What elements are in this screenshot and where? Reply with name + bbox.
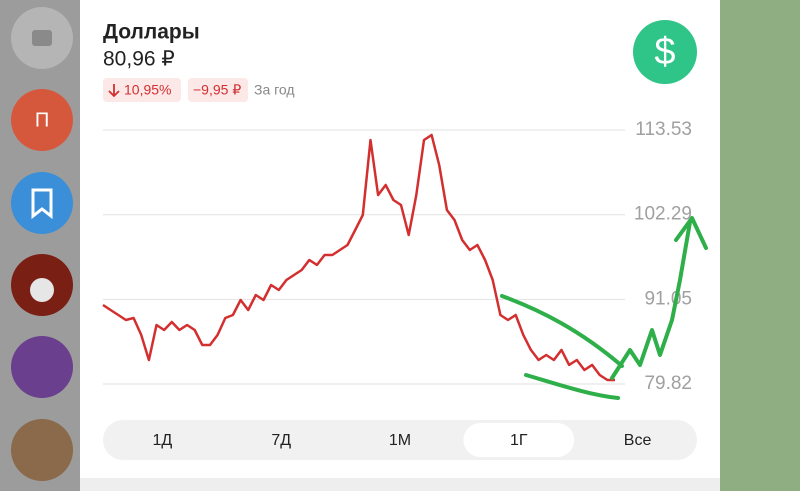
tab[interactable]: Все — [624, 432, 652, 449]
tab-selected[interactable] — [463, 423, 575, 457]
bookmark-icon — [31, 188, 53, 220]
annotation-line — [500, 294, 624, 368]
annotation-arrow — [610, 216, 708, 380]
chart: 79.82 91.05 102.29 113.53 — [102, 119, 692, 394]
archive-icon — [32, 30, 52, 46]
avatar-detail — [30, 278, 54, 302]
tab[interactable]: 1Д — [153, 432, 173, 449]
annotation-line — [524, 373, 620, 400]
change-amount-badge — [188, 78, 248, 102]
tab[interactable]: 1Г — [510, 432, 528, 449]
price-line — [102, 133, 615, 382]
period: За год — [254, 82, 295, 98]
avatar-photo[interactable] — [11, 336, 73, 398]
card-bottom — [80, 478, 720, 491]
down-arrow — [108, 84, 120, 98]
change-percent: 10,95% — [124, 82, 171, 98]
title: Доллары — [103, 21, 200, 44]
avatar-letter[interactable] — [11, 89, 73, 151]
currency-icon — [633, 20, 697, 84]
y-tick-label: 102.29 — [634, 204, 692, 225]
sidebar — [0, 0, 80, 491]
y-tick-label: 79.82 — [644, 373, 692, 394]
avatar-photo[interactable] — [11, 419, 73, 481]
wallpaper — [720, 0, 800, 491]
price: 80,96 ₽ — [103, 48, 175, 71]
tab[interactable]: 7Д — [271, 432, 291, 449]
y-tick-label: 91.05 — [644, 288, 692, 309]
change-percent-badge — [103, 78, 181, 102]
card — [80, 0, 720, 491]
avatar-saved[interactable] — [11, 172, 73, 234]
tab[interactable]: 1М — [389, 432, 411, 449]
avatar-letter-text: П — [35, 109, 49, 131]
y-tick-label: 113.53 — [635, 119, 692, 140]
change-amount: −9,95 ₽ — [193, 82, 241, 98]
currency-symbol: $ — [654, 31, 675, 73]
